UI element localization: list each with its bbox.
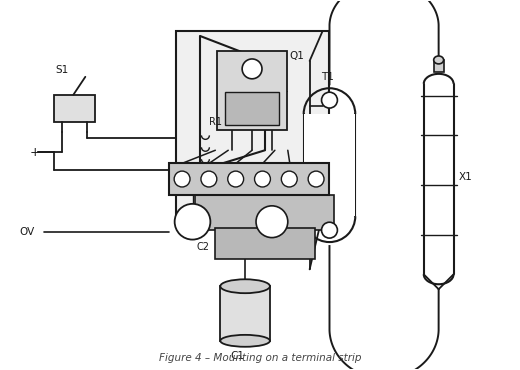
Circle shape: [255, 171, 270, 187]
Circle shape: [256, 206, 288, 238]
Circle shape: [228, 171, 244, 187]
Bar: [168, 163, 330, 195]
Text: C3: C3: [264, 219, 276, 228]
Bar: [217, 51, 287, 130]
Bar: [176, 31, 330, 215]
Bar: [304, 114, 355, 216]
Ellipse shape: [220, 335, 270, 347]
Circle shape: [321, 92, 337, 108]
Circle shape: [321, 222, 337, 238]
Bar: [196, 195, 334, 230]
Ellipse shape: [434, 56, 444, 64]
Circle shape: [242, 59, 262, 79]
Circle shape: [281, 171, 297, 187]
Circle shape: [174, 171, 190, 187]
Text: X1: X1: [459, 172, 472, 182]
Bar: [54, 95, 95, 122]
Bar: [215, 228, 315, 259]
Text: Q1: Q1: [290, 51, 305, 61]
Text: S1: S1: [56, 65, 69, 75]
Text: OV: OV: [20, 227, 35, 237]
Text: C1: C1: [230, 351, 244, 361]
Text: Figure 4 – Mounting on a terminal strip: Figure 4 – Mounting on a terminal strip: [159, 353, 361, 363]
Text: +: +: [228, 301, 239, 314]
Text: +: +: [30, 146, 41, 159]
Text: C2: C2: [197, 242, 210, 252]
Bar: [304, 114, 355, 216]
Bar: [220, 286, 270, 341]
Circle shape: [175, 204, 211, 240]
Bar: [225, 92, 279, 125]
Ellipse shape: [220, 279, 270, 293]
Circle shape: [308, 171, 324, 187]
Text: R1: R1: [210, 117, 223, 127]
Bar: [434, 60, 444, 72]
Circle shape: [201, 171, 217, 187]
Text: T1: T1: [321, 72, 334, 82]
